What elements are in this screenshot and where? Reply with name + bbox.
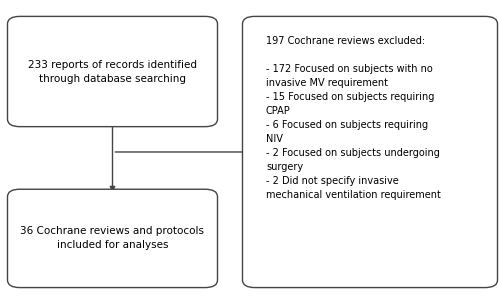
- FancyBboxPatch shape: [8, 16, 218, 127]
- Text: 233 reports of records identified
through database searching: 233 reports of records identified throug…: [28, 60, 197, 83]
- FancyBboxPatch shape: [8, 189, 218, 288]
- FancyBboxPatch shape: [242, 16, 498, 288]
- Text: 36 Cochrane reviews and protocols
included for analyses: 36 Cochrane reviews and protocols includ…: [20, 226, 204, 250]
- Text: 197 Cochrane reviews excluded:

- 172 Focused on subjects with no
invasive MV re: 197 Cochrane reviews excluded: - 172 Foc…: [266, 36, 441, 200]
